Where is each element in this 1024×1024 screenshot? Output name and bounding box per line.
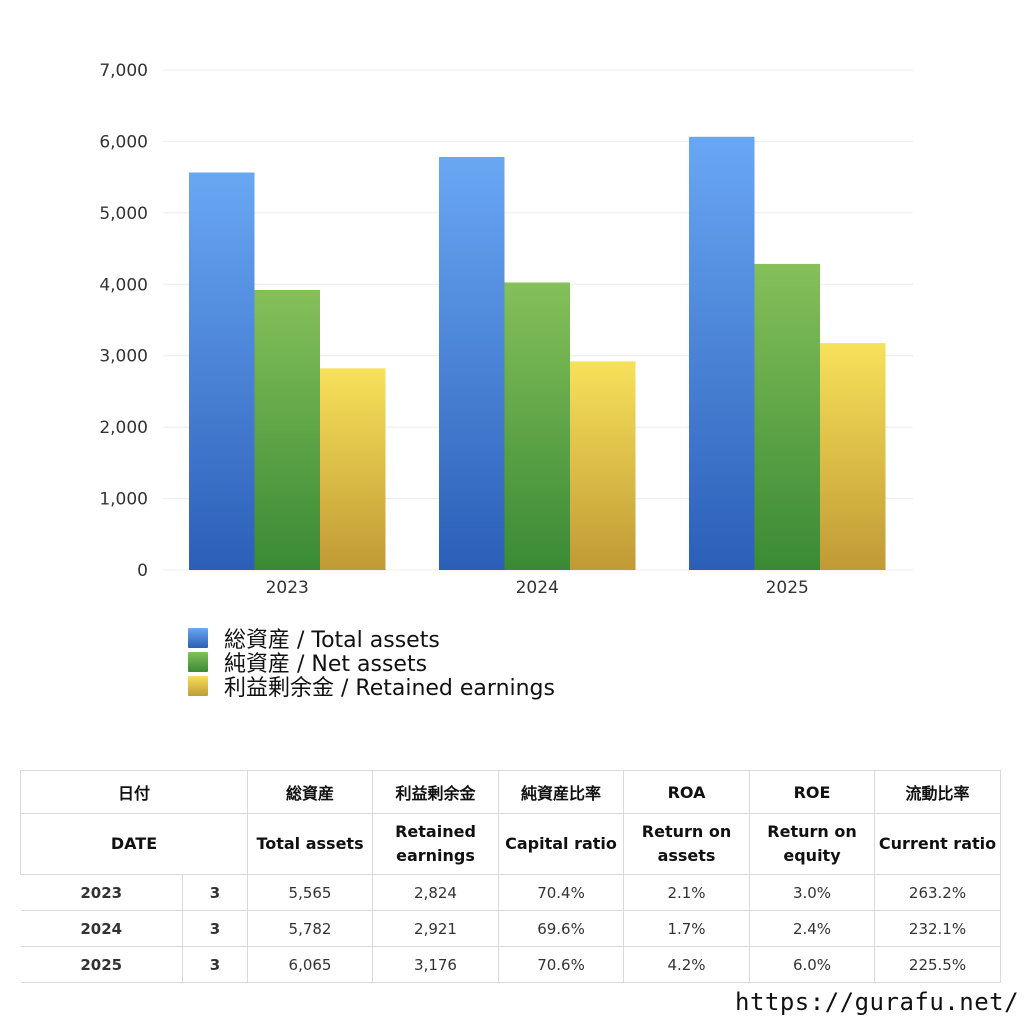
cell-total-assets: 5,782 <box>247 910 374 947</box>
y-tick-label: 5,000 <box>99 204 148 224</box>
table-header-en: DATE Total assets Retained earnings Capi… <box>19 813 1002 875</box>
y-tick-label: 2,000 <box>99 418 148 438</box>
bar-total-assets-2024 <box>439 157 505 570</box>
legend-item-retained-earnings: 利益剰余金 / Retained earnings <box>188 674 555 701</box>
cell-capital-ratio: 69.6% <box>498 910 625 947</box>
cell-roa: 1.7% <box>623 910 751 947</box>
header-roa-jp: ROA <box>623 770 751 814</box>
header-roe-jp: ROE <box>749 770 876 814</box>
legend-label-retained-earnings: 利益剰余金 / Retained earnings <box>224 676 555 701</box>
bar-chart: 0 1,000 2,000 3,000 4,000 5,000 6,000 7,000 202… <box>99 61 913 598</box>
header-current-ratio-jp: 流動比率 <box>874 770 1002 814</box>
table-row: 2023 3 5,565 2,824 70.4% 2.1% 3.0% 263.2… <box>20 874 1002 911</box>
legend-swatch-total-assets <box>188 628 208 648</box>
x-category-label: 2023 <box>266 578 309 598</box>
financial-table: 日付 総資産 利益剰余金 純資産比率 ROA ROE 流動比率 DATE Tot… <box>19 770 1002 983</box>
table-row: 2025 3 6,065 3,176 70.6% 4.2% 6.0% 225.5… <box>20 946 1002 983</box>
bars <box>189 136 886 571</box>
bar-retained-earnings-2024 <box>570 361 636 570</box>
cell-roe: 6.0% <box>749 946 876 983</box>
cell-roa: 2.1% <box>623 874 751 911</box>
bar-total-assets-2023 <box>189 172 255 570</box>
bar-net-assets-2023 <box>254 290 320 570</box>
header-total-assets-jp: 総資産 <box>247 770 374 814</box>
cell-retained-earnings: 3,176 <box>372 946 500 983</box>
cell-current-ratio: 225.5% <box>874 946 1002 983</box>
cell-retained-earnings: 2,824 <box>372 874 500 911</box>
bar-net-assets-2024 <box>504 282 570 570</box>
x-axis-labels: 2023 2024 2025 <box>266 578 809 598</box>
y-tick-label: 4,000 <box>99 275 148 295</box>
row-year: 2025 <box>20 946 183 983</box>
table-row: 2024 3 5,782 2,921 69.6% 1.7% 2.4% 232.1… <box>20 910 1002 947</box>
row-year: 2024 <box>20 910 183 947</box>
header-date-jp: 日付 <box>19 770 249 814</box>
y-tick-label: 0 <box>137 561 148 581</box>
row-month: 3 <box>181 874 249 911</box>
table-header-jp: 日付 総資産 利益剰余金 純資産比率 ROA ROE 流動比率 <box>19 770 1002 814</box>
cell-retained-earnings: 2,921 <box>372 910 500 947</box>
bar-retained-earnings-2025 <box>820 343 886 570</box>
bar-net-assets-2025 <box>754 263 820 570</box>
x-category-label: 2024 <box>516 578 559 598</box>
header-current-ratio-en: Current ratio <box>874 813 1002 875</box>
legend-item-net-assets: 純資産 / Net assets <box>188 650 555 677</box>
cell-roe: 2.4% <box>749 910 876 947</box>
y-tick-label: 3,000 <box>99 347 148 367</box>
cell-roa: 4.2% <box>623 946 751 983</box>
x-category-label: 2025 <box>766 578 809 598</box>
legend-label-total-assets: 総資産 / Total assets <box>224 628 440 653</box>
legend-item-total-assets: 総資産 / Total assets <box>188 626 555 653</box>
bar-total-assets-2025 <box>689 136 755 571</box>
legend-swatch-net-assets <box>188 652 208 672</box>
cell-capital-ratio: 70.6% <box>498 946 625 983</box>
y-tick-label: 6,000 <box>99 132 148 152</box>
header-roe-en: Return on equity <box>749 813 876 875</box>
y-axis-ticks: 0 1,000 2,000 3,000 4,000 5,000 6,000 7,000 <box>99 61 148 581</box>
header-total-assets-en: Total assets <box>247 813 374 875</box>
header-retained-earnings-jp: 利益剰余金 <box>372 770 500 814</box>
cell-current-ratio: 263.2% <box>874 874 1002 911</box>
header-roa-en: Return on assets <box>623 813 751 875</box>
legend-label-net-assets: 純資産 / Net assets <box>224 652 428 677</box>
legend: 総資産 / Total assets 純資産 / Net assets 利益剰余… <box>188 626 555 701</box>
site-url[interactable]: https://gurafu.net/ <box>735 988 1020 1016</box>
y-tick-label: 1,000 <box>99 490 148 510</box>
header-capital-ratio-en: Capital ratio <box>498 813 625 875</box>
y-tick-label: 7,000 <box>99 61 148 81</box>
legend-swatch-retained-earnings <box>188 676 208 696</box>
header-capital-ratio-jp: 純資産比率 <box>498 770 625 814</box>
header-retained-earnings-en: Retained earnings <box>372 813 500 875</box>
cell-roe: 3.0% <box>749 874 876 911</box>
bar-retained-earnings-2023 <box>320 368 386 570</box>
cell-total-assets: 6,065 <box>247 946 374 983</box>
row-year: 2023 <box>20 874 183 911</box>
row-month: 3 <box>181 910 249 947</box>
header-date-en: DATE <box>19 813 249 875</box>
row-month: 3 <box>181 946 249 983</box>
cell-capital-ratio: 70.4% <box>498 874 625 911</box>
cell-total-assets: 5,565 <box>247 874 374 911</box>
cell-current-ratio: 232.1% <box>874 910 1002 947</box>
